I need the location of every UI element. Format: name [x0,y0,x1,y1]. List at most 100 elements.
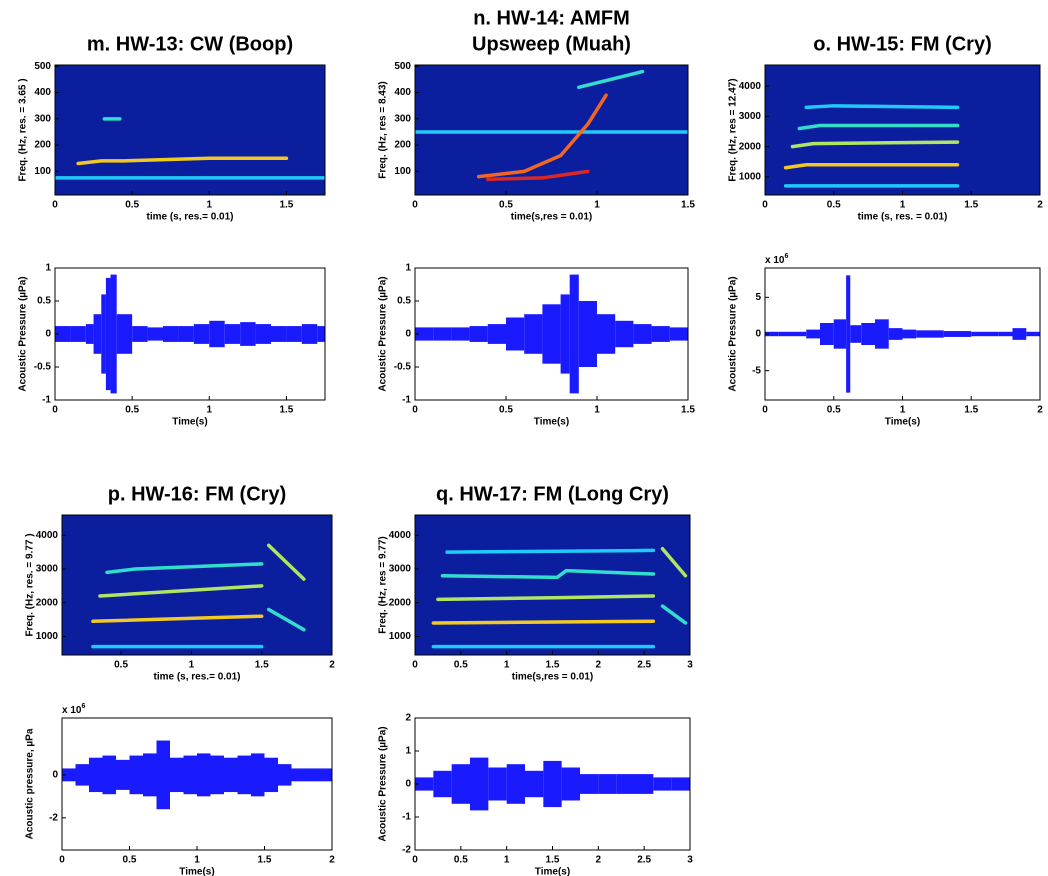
x-tick-label: 0 [412,200,418,211]
y-tick-label: 500 [34,61,51,72]
y-tick-label: 500 [394,61,411,72]
amplitude-segment [1012,328,1027,340]
amplitude-segment [943,331,958,337]
amplitude-segment [105,277,111,391]
x-tick-label: 1.5 [681,200,695,211]
amplitude-segment [163,326,179,342]
amplitude-segment [765,331,779,337]
plot-area [55,274,325,394]
amplitude-segment [470,757,489,811]
x-axis-label: time(s,res = 0.01) [512,672,593,683]
amplitude-segment [116,759,130,790]
plot-area [62,740,332,810]
amplitude-segment [433,770,452,798]
plot-area [55,117,325,180]
amplitude-segment [209,320,225,348]
y-tick-label: -5 [752,365,761,376]
amplitude-segment [102,755,116,795]
axis-multiplier: x 106 [62,703,85,716]
panel: 0 0.5 1 1.5 100 200 300 400 500 m. HW-13: CW (Boo… [18,33,326,223]
y-tick-label: -0.5 [34,362,52,373]
frequency-track [105,562,264,575]
amplitude-segment [615,320,634,348]
amplitude-segment [902,329,917,339]
y-tick-label: 0 [405,779,411,790]
x-tick-label: 1 [194,855,200,866]
y-axis-label: Freq. (Hz, res. = 3.65 ) [18,78,29,181]
amplitude-segment [318,768,332,782]
amplitude-segment [578,301,597,367]
x-tick-label: 2 [1037,200,1043,211]
panel: 0 0.5 1 1.5 2 1000 2000 3000 4000 o. HW-15: FM (C… [728,33,1044,222]
x-axis-label: Time(s) [179,867,214,876]
plot-area [91,543,306,649]
amplitude-segment [542,304,561,364]
frequency-track [476,93,608,179]
y-tick-label: 2 [405,713,411,724]
amplitude-segment [132,326,148,342]
y-tick-label: 400 [394,87,411,98]
amplitude-segment [469,326,488,342]
amplitude-segment [178,326,194,342]
amplitude-segment [237,755,251,795]
y-tick-label: 1 [405,263,411,274]
amplitude-segment [861,323,875,345]
x-tick-label: 1 [900,405,906,416]
x-axis-label: time (s, res.= 0.01) [154,672,241,683]
y-tick-label: 100 [394,166,411,177]
frequency-track [783,163,960,170]
amplitude-segment [506,764,525,804]
frequency-track [266,607,306,632]
x-tick-label: 0.5 [125,200,139,211]
x-tick-label: 0.5 [114,660,128,671]
x-tick-label: 1.5 [681,405,695,416]
x-tick-label: 0 [412,660,418,671]
y-axis-label: Freq. (Hz, res. = 9.77 ) [25,533,36,636]
amplitude-segment [75,764,89,786]
plot-background [62,515,332,655]
panel: 0 0.5 1 1.5 100 200 300 400 500 n. HW-14: AMFM Ups… [378,7,696,222]
amplitude-segment [488,767,507,801]
x-tick-label: 1 [504,855,510,866]
frequency-track [431,619,656,625]
amplitude-segment [669,327,688,341]
amplitude-segment [301,324,318,344]
y-tick-label: 5 [755,292,761,303]
multiplier-base: x 10 [62,705,82,716]
y-tick-label: 0 [755,329,761,340]
amplitude-segment [560,294,570,374]
amplitude-segment [251,753,265,797]
panel-title: n. HW-14: AMFM [473,7,630,29]
y-axis-label: Acoustic Pressure (µPa) [18,276,29,391]
y-axis-label: Acoustic Pressure (µPa) [728,276,739,391]
amplitude-segment [653,777,672,791]
plot-frame [414,64,689,196]
panel: 0 0.5 1 1.5 2 -5 0 5 Time(s) Acoustic Pressure (µ… [728,253,1044,428]
y-tick-label: -1 [42,395,51,406]
x-axis-label: Time(s) [534,417,569,428]
amplitude-segment [633,324,652,344]
y-tick-label: 0 [405,329,411,340]
panel-title: m. HW-13: CW (Boop) [87,33,293,55]
multiplier-base: x 10 [765,255,785,266]
plot-frame [61,514,333,656]
plot-background [415,515,690,655]
amplitude-segment [850,325,862,343]
y-tick-label: 3000 [389,564,412,575]
x-axis-label: Time(s) [535,867,570,876]
x-tick-label: 2.5 [637,660,651,671]
panel-title: p. HW-16: FM (Cry) [108,483,286,505]
x-tick-label: 1 [189,660,195,671]
y-axis-label: Acoustic Pressure (µPa) [378,276,389,391]
x-tick-label: 1 [900,200,906,211]
amplitude-segment [129,755,143,795]
amplitude-segment [524,314,543,354]
axis-multiplier: x 106 [765,253,788,266]
amplitude-segment [70,326,86,342]
plot-area [783,104,960,188]
plot-area [415,69,688,181]
amplitude-segment [792,331,807,337]
amplitude-segment [778,331,793,337]
y-tick-label: 0 [45,329,51,340]
y-axis-label: Acoustic pressure, µPa [25,728,36,839]
